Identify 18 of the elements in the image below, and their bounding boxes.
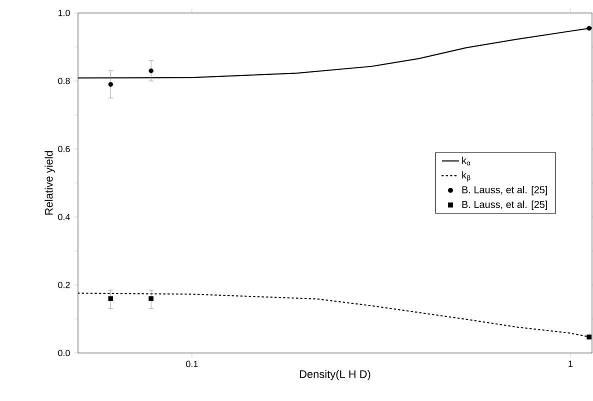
- y-tick-label: 0.6: [58, 146, 70, 152]
- legend-label: B. Lauss, et al. [25]: [462, 200, 548, 210]
- y-tick-label: 0.0: [58, 350, 70, 356]
- legend-label: k$_{α}$: [462, 156, 470, 166]
- y-axis-title: Relative yield: [44, 151, 55, 215]
- y-tick-label: 0.2: [58, 282, 70, 288]
- x-tick-label: 1: [568, 360, 573, 367]
- y-tick-label: 1.0: [58, 10, 70, 16]
- point: [108, 296, 114, 301]
- x-tick-label: 0.1: [186, 360, 198, 368]
- legend-label: k$_{β}$: [462, 171, 470, 182]
- point: [108, 82, 114, 87]
- y-tick-label: 0.4: [58, 214, 70, 220]
- y-tick-label: 0.8: [58, 78, 70, 84]
- x-axis-title: Density(L H D): [300, 370, 370, 380]
- point: [586, 334, 592, 340]
- point: [586, 26, 592, 31]
- legend-label: B. Lauss, et al. [25]: [462, 186, 548, 196]
